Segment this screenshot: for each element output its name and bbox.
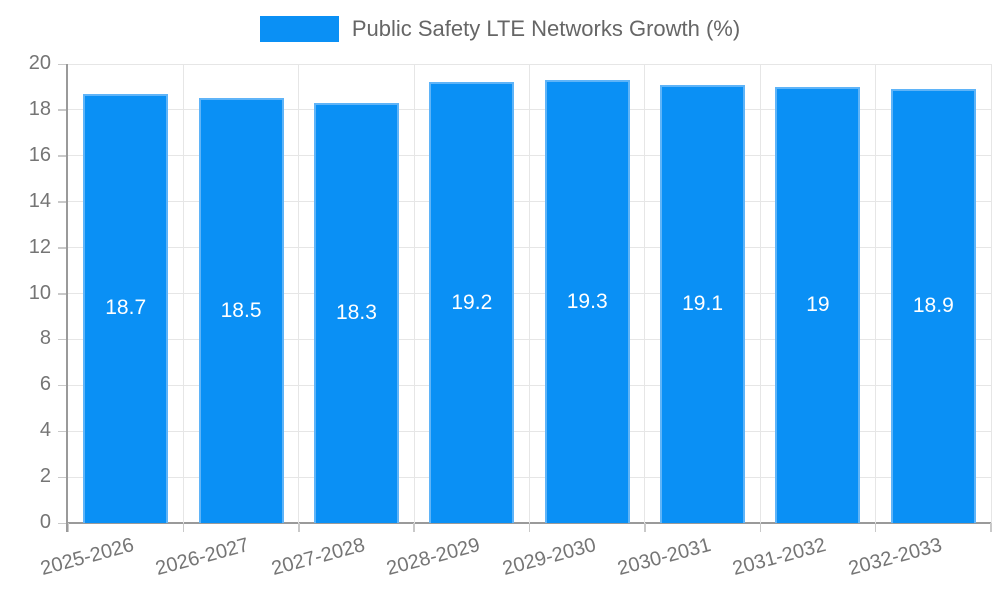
y-tick-label: 14 bbox=[28, 189, 51, 212]
x-gridline bbox=[875, 64, 877, 523]
bar-value-label: 18.3 bbox=[336, 301, 377, 324]
y-axis-line bbox=[66, 64, 68, 532]
bar-value-label: 19.3 bbox=[566, 289, 608, 313]
y-tick-label: 20 bbox=[28, 52, 51, 75]
y-tick bbox=[58, 247, 68, 249]
y-tick bbox=[58, 155, 68, 157]
y-tick bbox=[58, 384, 68, 387]
x-tick-label: 2031-2032 bbox=[730, 534, 829, 581]
x-tick-label: 2029-2030 bbox=[499, 534, 598, 581]
x-gridline bbox=[182, 64, 184, 523]
bar[interactable] bbox=[313, 103, 399, 523]
x-gridline bbox=[298, 64, 300, 523]
y-tick bbox=[58, 63, 68, 65]
x-tick bbox=[759, 523, 761, 532]
x-tick bbox=[298, 523, 300, 532]
bar[interactable] bbox=[429, 82, 515, 523]
x-gridline bbox=[413, 64, 415, 523]
x-gridline bbox=[644, 64, 646, 523]
x-tick-label: 2028-2029 bbox=[384, 534, 483, 581]
x-gridline bbox=[990, 64, 992, 523]
x-tick-label: 2025-2026 bbox=[38, 534, 137, 581]
y-tick bbox=[58, 522, 68, 524]
bar[interactable] bbox=[198, 98, 284, 523]
bar-value-label: 19 bbox=[806, 292, 830, 316]
legend-label: Public Safety LTE Networks Growth (%) bbox=[351, 16, 741, 41]
bar-value-label: 19.2 bbox=[451, 290, 493, 314]
x-tick-label: 2030-2031 bbox=[615, 534, 714, 581]
y-tick-label: 4 bbox=[39, 419, 51, 442]
bar[interactable] bbox=[660, 84, 746, 523]
y-tick-label: 0 bbox=[39, 511, 51, 534]
y-tick bbox=[58, 293, 68, 295]
bar[interactable] bbox=[544, 80, 630, 523]
y-tick bbox=[58, 430, 68, 433]
y-tick-label: 16 bbox=[28, 143, 51, 166]
bar[interactable] bbox=[83, 93, 169, 523]
x-tick-label: 2032-2033 bbox=[845, 534, 945, 581]
y-tick bbox=[58, 476, 68, 479]
bar-value-label: 19.1 bbox=[682, 291, 723, 315]
x-tick bbox=[874, 523, 877, 532]
x-tick-label: 2026-2027 bbox=[153, 534, 252, 581]
bar-value-label: 18.5 bbox=[220, 298, 262, 322]
x-tick bbox=[182, 523, 185, 532]
x-tick bbox=[528, 523, 531, 532]
x-gridline bbox=[529, 64, 530, 523]
y-tick bbox=[58, 338, 68, 341]
x-tick bbox=[644, 523, 646, 532]
y-tick-label: 2 bbox=[39, 465, 51, 488]
x-tick bbox=[990, 523, 992, 532]
y-tick-label: 6 bbox=[39, 373, 51, 396]
y-tick-label: 8 bbox=[39, 327, 51, 350]
bar-value-label: 18.7 bbox=[105, 296, 147, 320]
x-tick bbox=[67, 523, 69, 532]
bar-value-label: 18.9 bbox=[912, 294, 954, 318]
x-tick-label: 2027-2028 bbox=[269, 534, 368, 581]
x-tick bbox=[413, 523, 415, 532]
legend-item[interactable]: Public Safety LTE Networks Growth (%) bbox=[0, 16, 1000, 42]
legend-swatch bbox=[259, 16, 339, 42]
y-tick bbox=[58, 109, 68, 111]
y-tick-label: 18 bbox=[28, 97, 51, 120]
y-tick-label: 10 bbox=[28, 281, 51, 304]
y-tick-label: 12 bbox=[28, 235, 51, 258]
bar[interactable] bbox=[890, 89, 976, 523]
bar[interactable] bbox=[775, 86, 861, 523]
x-gridline bbox=[759, 64, 761, 523]
y-tick bbox=[58, 201, 68, 203]
